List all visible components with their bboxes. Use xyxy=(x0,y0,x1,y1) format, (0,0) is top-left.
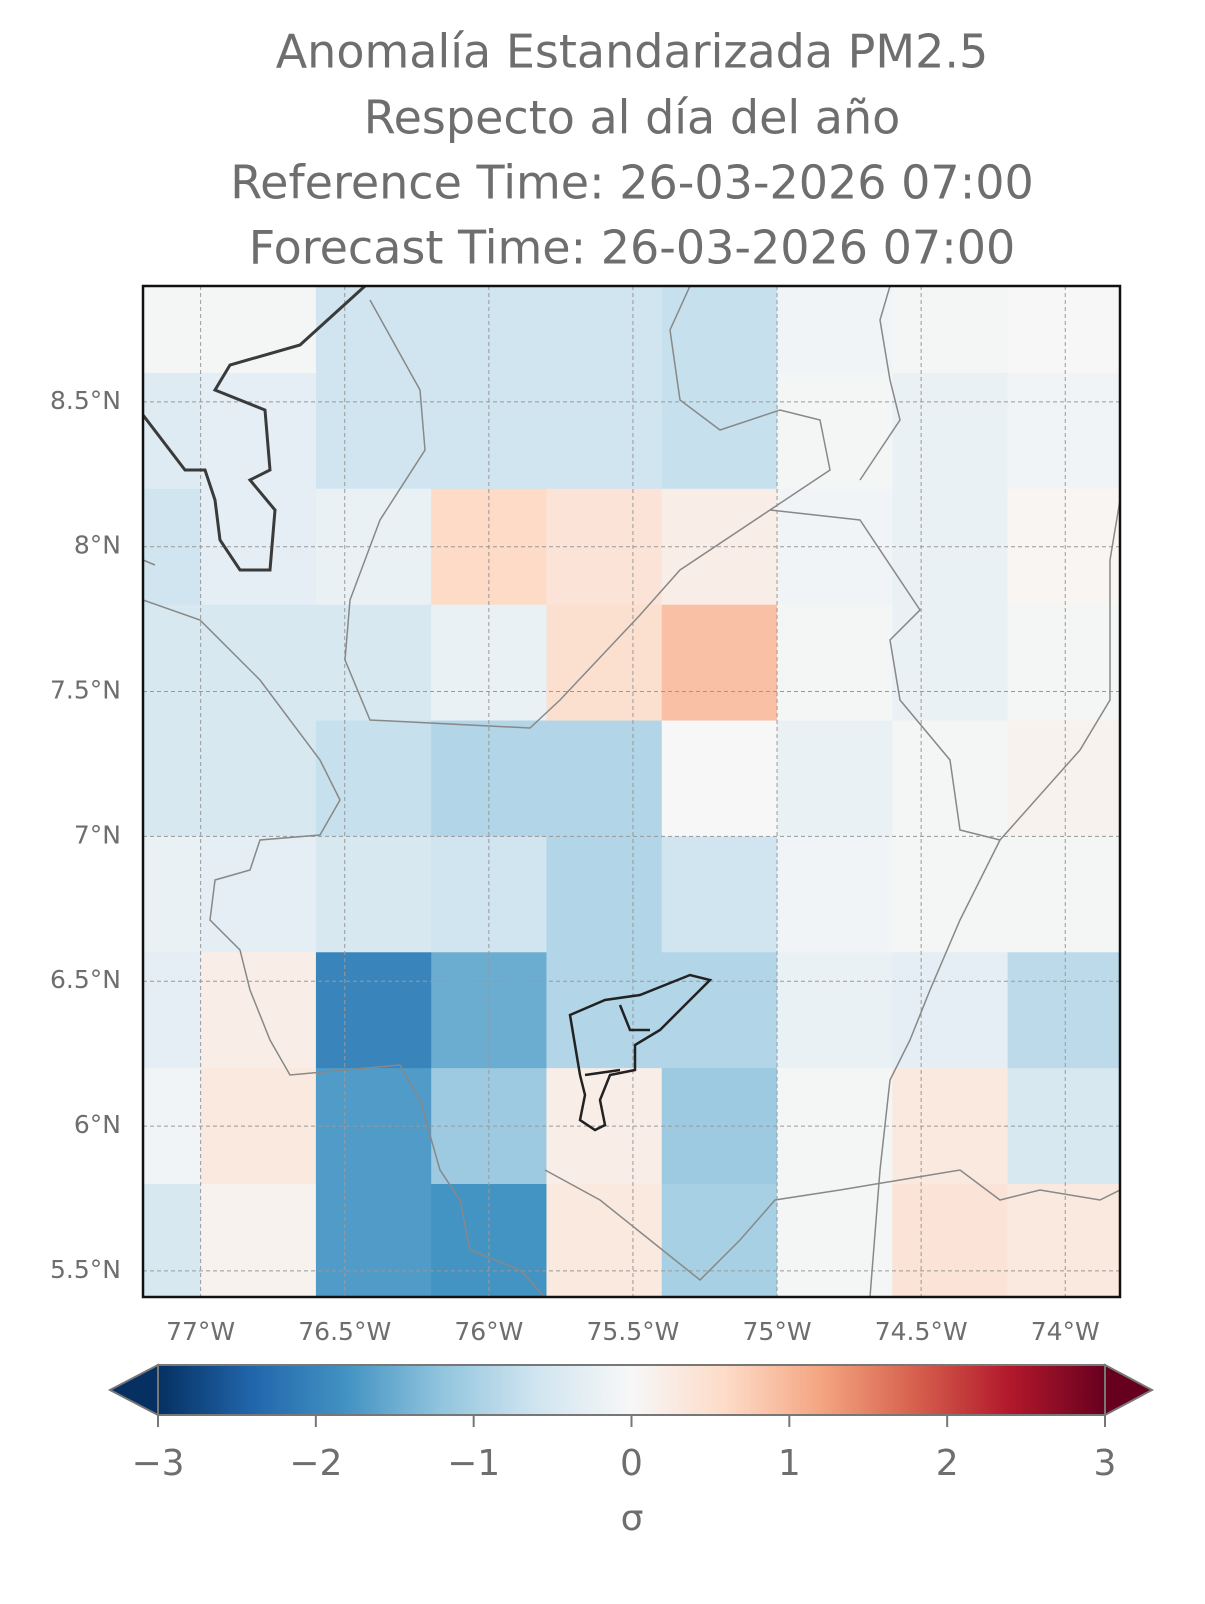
cell xyxy=(315,286,432,374)
cell xyxy=(143,1184,202,1297)
cell xyxy=(1007,604,1120,722)
border xyxy=(344,286,831,729)
cell xyxy=(1007,1184,1120,1297)
x-tick-label: 74°W xyxy=(1031,1317,1100,1346)
grid xyxy=(143,286,1120,1297)
x-tick-label: 76°W xyxy=(454,1317,523,1346)
cell xyxy=(777,720,893,837)
y-tick-label: 6.5°N xyxy=(50,965,121,994)
municipal-border xyxy=(568,973,713,1132)
colorbar-extend-low xyxy=(107,1363,159,1417)
plot-frame xyxy=(141,284,1122,1299)
colorbar-tick-label: −3 xyxy=(131,1443,184,1484)
cell xyxy=(661,286,778,374)
cell xyxy=(661,720,778,837)
cell xyxy=(315,372,432,490)
cell xyxy=(777,1184,893,1297)
border xyxy=(544,839,1120,1297)
colorbar-tick-label: 1 xyxy=(778,1443,801,1484)
x-tick-label: 74.5°W xyxy=(875,1317,968,1346)
cell xyxy=(143,286,202,374)
cell xyxy=(777,372,893,490)
cell xyxy=(143,952,202,1069)
cell xyxy=(892,1184,1009,1297)
heatmap xyxy=(143,286,1120,1297)
cell xyxy=(546,1184,663,1297)
colorbar-label: σ xyxy=(621,1498,644,1539)
y-tick-label: 7.5°N xyxy=(50,676,121,705)
cell xyxy=(315,836,432,953)
y-tick-label: 7°N xyxy=(74,820,121,849)
chart-title: Anomalía Estandarizada PM2.5 xyxy=(276,25,989,79)
cell xyxy=(143,720,202,837)
cell xyxy=(892,836,1009,953)
y-tick-label: 5.5°N xyxy=(50,1255,121,1284)
cell xyxy=(315,720,432,837)
cell xyxy=(892,286,1009,374)
cell xyxy=(661,836,778,953)
reference-time: Reference Time: 26-03-2026 07:00 xyxy=(230,156,1033,210)
cell xyxy=(315,1184,432,1297)
cell xyxy=(777,836,893,953)
cell xyxy=(892,720,1009,837)
cell xyxy=(546,720,663,837)
cell xyxy=(892,604,1009,722)
colorbar-tick-label: −1 xyxy=(447,1443,500,1484)
axes: 77°W 76.5°W 76°W 75.5°W 75°W 74.5°W 74°W 5.5°N 6… xyxy=(50,386,1155,1484)
cell xyxy=(661,372,778,490)
cell xyxy=(1007,372,1120,490)
cell xyxy=(315,952,432,1069)
y-tick-label: 6°N xyxy=(74,1110,121,1139)
coastline xyxy=(143,286,367,572)
colorbar-tick-label: 2 xyxy=(936,1443,959,1484)
cell xyxy=(546,952,663,1069)
colorbar-tick-label: −2 xyxy=(289,1443,342,1484)
cell xyxy=(546,604,663,722)
cell xyxy=(200,1184,317,1297)
cell xyxy=(200,720,317,837)
chart-subtitle: Respecto al día del año xyxy=(364,91,901,145)
y-tick-label: 8°N xyxy=(74,531,121,560)
border xyxy=(769,286,1120,841)
colorbar-tick-label: 3 xyxy=(1094,1443,1117,1484)
forecast-time: Forecast Time: 26-03-2026 07:00 xyxy=(249,221,1015,275)
cell xyxy=(315,604,432,722)
cell xyxy=(1007,952,1120,1069)
x-tick-label: 76.5°W xyxy=(298,1317,391,1346)
cell xyxy=(143,604,202,722)
colorbar-tick-label: 0 xyxy=(620,1443,643,1484)
cell xyxy=(546,372,663,490)
cell xyxy=(143,836,202,953)
cell xyxy=(661,604,778,722)
cell xyxy=(777,952,893,1069)
cell xyxy=(892,952,1009,1069)
map-borders xyxy=(143,286,1120,1297)
x-tick-label: 77°W xyxy=(166,1317,235,1346)
cell xyxy=(1007,836,1120,953)
cell xyxy=(1007,286,1120,374)
cell xyxy=(661,1184,778,1297)
cell xyxy=(546,286,663,374)
cell xyxy=(200,836,317,953)
cell xyxy=(546,836,663,953)
colorbar-extend-high xyxy=(1104,1363,1155,1417)
border xyxy=(143,559,546,1297)
cell xyxy=(892,372,1009,490)
y-tick-label: 8.5°N xyxy=(50,386,121,415)
x-tick-label: 75°W xyxy=(743,1317,812,1346)
cell xyxy=(777,604,893,722)
colorbar xyxy=(158,1365,1105,1415)
cell xyxy=(200,604,317,722)
cell xyxy=(1007,720,1120,837)
cell xyxy=(777,286,893,374)
cell xyxy=(200,286,317,374)
x-tick-label: 75.5°W xyxy=(586,1317,679,1346)
